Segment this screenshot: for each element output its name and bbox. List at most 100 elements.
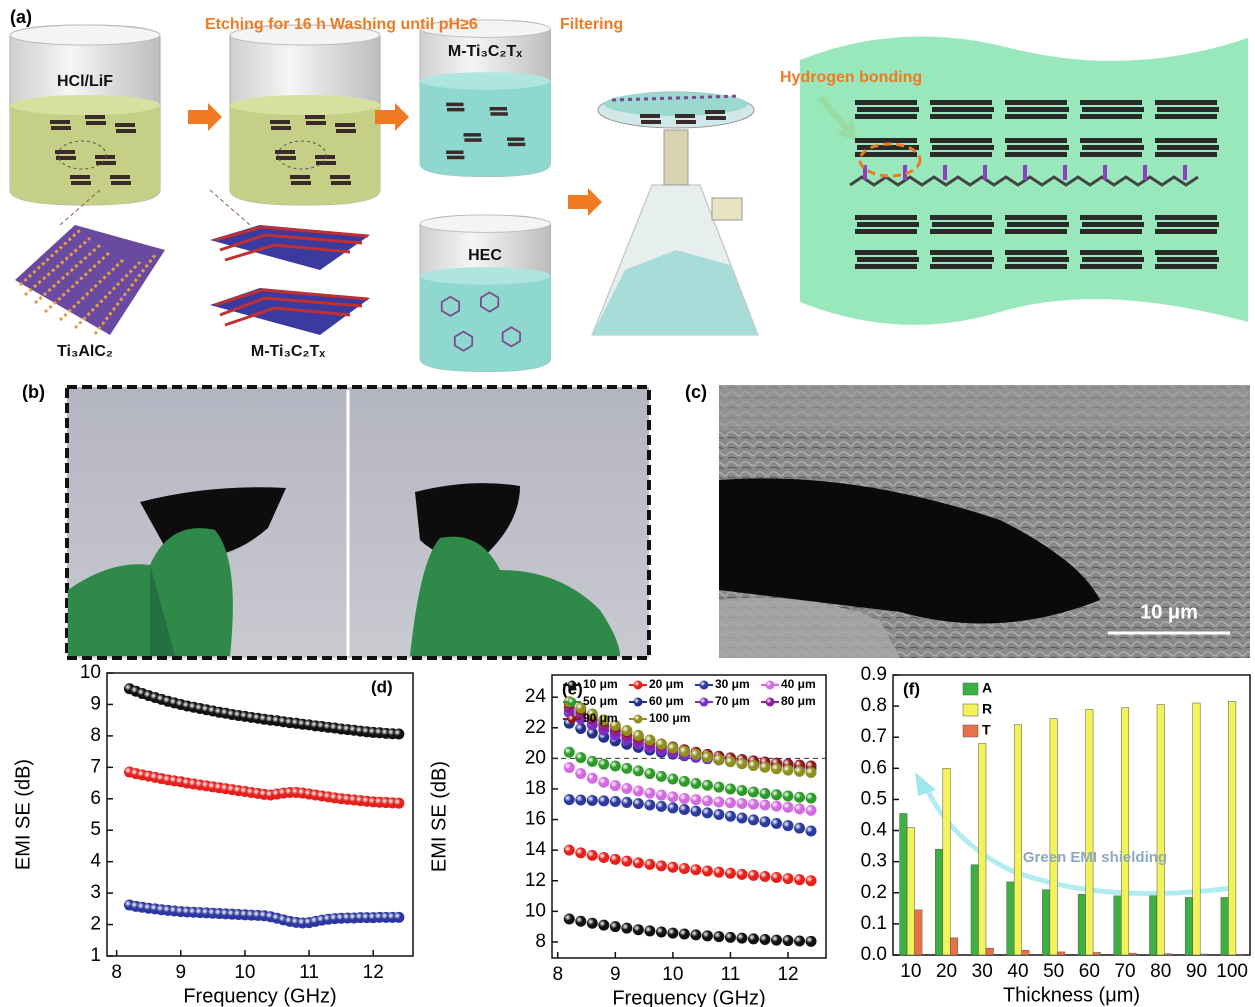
data-point [598,714,610,726]
data-point [713,754,725,766]
data-point [690,748,702,760]
legend-marker [567,697,577,707]
y-tick-label: 20 [525,747,546,768]
data-point [586,755,598,767]
data-point [586,727,598,739]
y-tick-label: 0.0 [861,944,887,965]
structure [15,189,370,335]
data-point [736,797,748,809]
bar [1077,894,1086,956]
bar [942,768,951,956]
bar [1156,704,1165,956]
legend-label: A [982,680,992,696]
data-point [575,702,587,714]
data-point [701,807,713,819]
legend-marker [699,680,709,690]
data-point [794,791,806,803]
bar [1149,895,1158,956]
data-point [575,847,587,859]
data-point [621,855,633,867]
film-label: Hydrogen bonding [780,69,922,86]
data-point [678,863,690,875]
data-point [805,804,817,816]
data-point [678,928,690,940]
y-tick-label: 14 [525,839,547,860]
data-point [759,816,771,828]
y-tick-label: 7 [90,756,101,777]
bar [1042,889,1051,956]
bar [970,864,979,956]
data-point [575,794,587,806]
data-point [586,917,598,929]
y-tick-label: 3 [90,882,101,903]
legend-label: 10 μm [583,677,618,691]
data-point [678,792,690,804]
legend-swatch [962,724,979,738]
data-point [609,719,621,731]
data-point [678,745,690,757]
data-point [782,873,794,885]
data-point [632,785,644,797]
data-point [713,866,725,878]
data-point [770,763,782,775]
data-point [667,802,679,814]
data-point [393,911,405,923]
data-point [667,861,679,873]
data-point [794,874,806,886]
x-tick-label: 9 [175,962,186,983]
data-point [621,796,633,808]
scale-bar-label: 10 μm [1140,601,1198,623]
data-point [667,927,679,939]
legend-marker [765,680,775,690]
data-point [782,935,794,947]
x-tick-label: 10 [900,961,921,982]
data-point [563,746,575,758]
data-point [655,789,667,801]
data-point [724,756,736,768]
bar [1192,702,1201,956]
structure-label: Ti₃AlC₂ [57,343,113,360]
data-point [736,932,748,944]
data-point [632,798,644,810]
y-tick-label: 8 [90,725,101,746]
bar [1235,954,1244,956]
y-tick-label: 0.1 [861,913,887,934]
legend-label: 30 μm [715,677,750,691]
legend-marker [567,680,577,690]
data-point [759,933,771,945]
data-point [770,789,782,801]
y-tick-label: 10 [525,900,546,921]
bar [978,743,987,956]
x-tick-label: 12 [363,962,384,983]
data-point [747,760,759,772]
x-tick-label: 12 [777,964,798,985]
beaker [9,24,161,206]
data-point [701,779,713,791]
data-point [609,921,621,933]
panel-label: (f) [903,679,920,698]
legend-label: 60 μm [649,694,684,708]
data-point [563,794,575,806]
x-tick-label: 8 [552,964,563,985]
data-point [724,810,736,822]
y-tick-label: 0.9 [861,664,887,685]
y-tick-label: 4 [90,851,101,872]
data-point [644,768,656,780]
bar [1021,950,1030,956]
data-point [759,799,771,811]
data-point [794,935,806,947]
data-point [621,762,633,774]
data-point [736,784,748,796]
panel-b: (b) [22,382,651,660]
data-point [644,734,656,746]
beaker-label: M-Ti₃C₂Tₓ [448,43,522,60]
annotation-arrowhead [915,772,936,796]
data-point [782,820,794,832]
data-point [632,729,644,741]
data-point [575,915,587,927]
data-point [770,800,782,812]
x-tick-label: 10 [662,964,683,985]
data-point [586,849,598,861]
panel-label: (d) [371,677,393,696]
